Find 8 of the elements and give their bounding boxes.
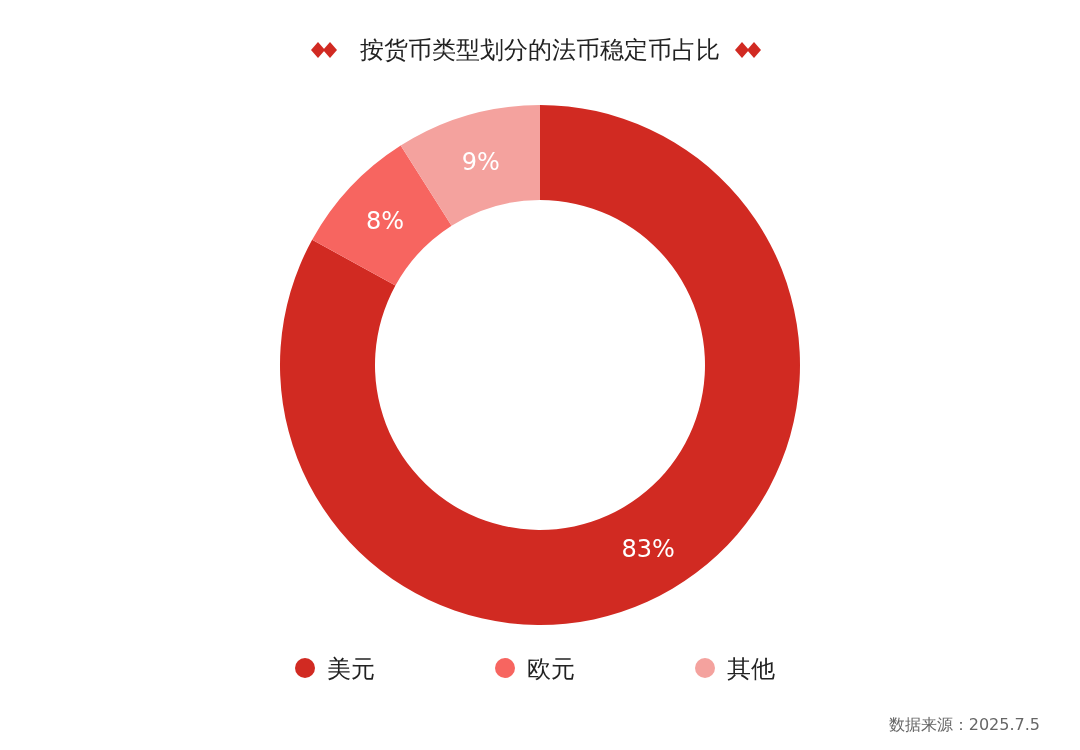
data-label: 9%	[461, 147, 500, 176]
chart-title: 按货币类型划分的法币稳定币占比	[360, 36, 720, 64]
legend-label: 其他	[727, 655, 775, 683]
legend-label: 欧元	[527, 655, 575, 683]
legend-label: 美元	[327, 655, 375, 683]
source-note: 数据来源：2025.7.5	[888, 715, 1040, 734]
data-label: 83%	[621, 534, 675, 563]
data-label: 8%	[366, 206, 405, 235]
